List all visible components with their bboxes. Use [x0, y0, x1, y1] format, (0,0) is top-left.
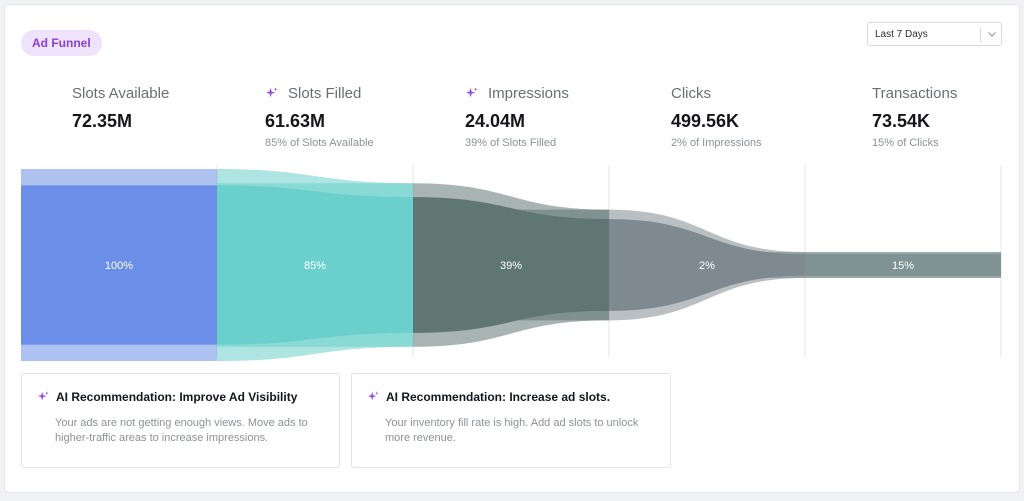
- recommendation-body: Your inventory fill rate is high. Add ad…: [385, 417, 639, 444]
- funnel-connector-0: [217, 185, 413, 345]
- recommendation-card-visibility[interactable]: AI Recommendation: Improve Ad Visibility…: [21, 373, 340, 468]
- metric-slots-available: Slots Available 72.35M: [72, 84, 262, 150]
- ad-funnel-badge: Ad Funnel: [21, 30, 102, 56]
- metric-value: 72.35M: [72, 111, 133, 131]
- metric-impressions: Impressions 24.04M 39% of Slots Filled: [465, 84, 655, 150]
- metric-subtext: 39% of Slots Filled: [465, 137, 557, 149]
- sparkle-icon: [37, 391, 49, 401]
- funnel-connector-1: [413, 197, 609, 333]
- funnel-percent-label: 100%: [105, 260, 133, 272]
- metric-subtext: 2% of Impressions: [671, 137, 762, 149]
- metric-subtext: [72, 137, 262, 150]
- funnel-chart: 100% 85% 39% 2% 15%: [21, 165, 1002, 361]
- metric-value: 73.54K: [872, 111, 931, 131]
- metric-transactions: Transactions 73.54K 15% of Clicks: [872, 84, 1024, 150]
- metric-value: 24.04M: [465, 111, 526, 131]
- metric-value: 61.63M: [265, 111, 326, 131]
- metric-label: Slots Available: [72, 84, 170, 102]
- funnel-connector-2: [609, 219, 805, 311]
- recommendation-title: AI Recommendation: Increase ad slots.: [367, 390, 610, 404]
- date-range-select[interactable]: Last 7 Days: [867, 22, 1002, 46]
- date-range-value: Last 7 Days: [875, 29, 928, 40]
- metric-subtext: 85% of Slots Available: [265, 137, 374, 149]
- sparkle-icon: [465, 86, 478, 97]
- sparkle-icon: [367, 391, 379, 401]
- select-divider: [980, 27, 981, 42]
- metric-label: Slots Filled: [265, 84, 455, 102]
- metric-clicks: Clicks 499.56K 2% of Impressions: [671, 84, 861, 150]
- recommendation-card-ad-slots[interactable]: AI Recommendation: Increase ad slots. Yo…: [351, 373, 671, 468]
- metric-slots-filled: Slots Filled 61.63M 85% of Slots Availab…: [265, 84, 455, 150]
- recommendation-title: AI Recommendation: Improve Ad Visibility: [37, 390, 297, 404]
- funnel-connector-3: [805, 254, 1001, 276]
- metric-label: Clicks: [671, 84, 711, 102]
- funnel-stage-0: [21, 185, 217, 345]
- sparkle-icon: [265, 86, 278, 97]
- metric-subtext: 15% of Clicks: [872, 137, 939, 149]
- funnel-percent-label: 2%: [699, 260, 715, 272]
- funnel-percent-label: 15%: [892, 260, 914, 272]
- recommendation-body: Your ads are not getting enough views. M…: [55, 417, 308, 444]
- funnel-percent-label: 39%: [500, 260, 522, 272]
- metric-value: 499.56K: [671, 111, 740, 131]
- funnel-percent-label: 85%: [304, 260, 326, 272]
- metric-label: Impressions: [465, 84, 655, 102]
- chevron-down-icon[interactable]: [986, 28, 998, 40]
- metric-label: Transactions: [872, 84, 958, 102]
